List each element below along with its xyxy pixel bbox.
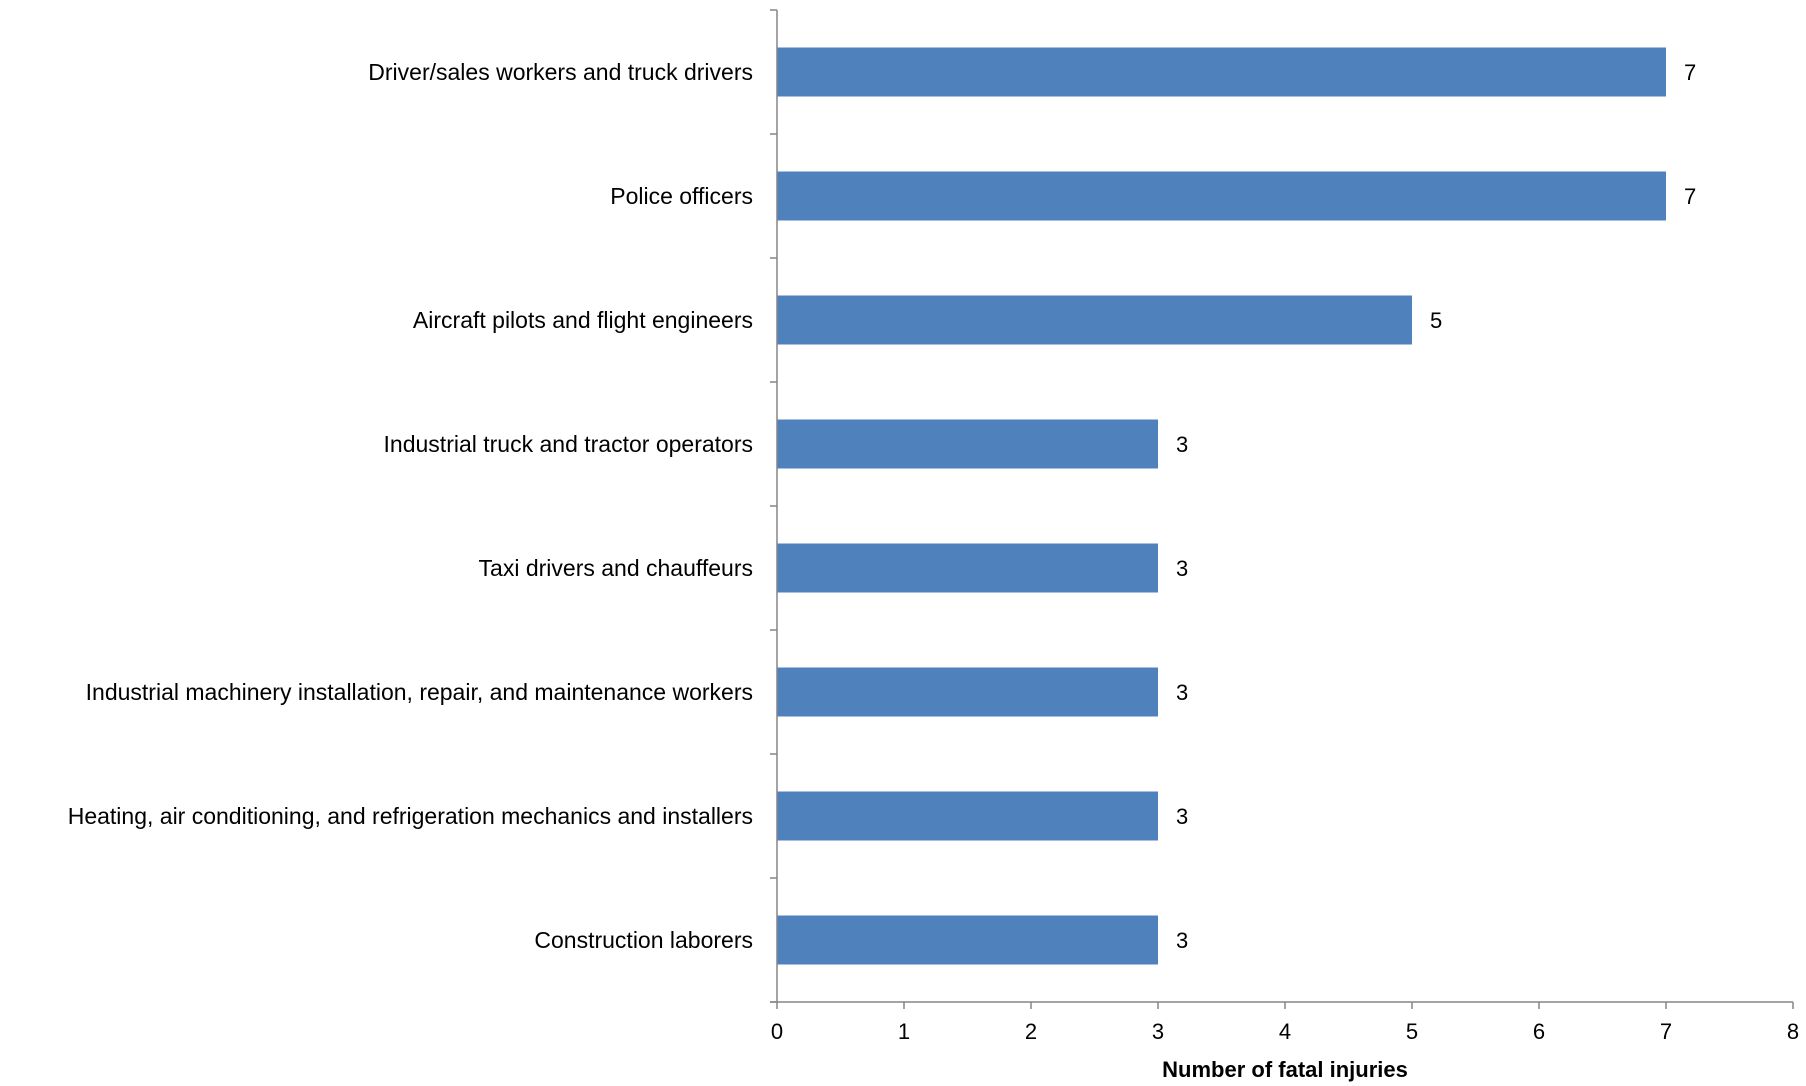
- bar-3: [777, 419, 1158, 469]
- bar-4: [777, 543, 1158, 593]
- x-tick-labels: 0 1 2 3 4 5 6 7 8: [771, 1019, 1799, 1044]
- data-label-3: 3: [1176, 432, 1188, 457]
- data-label-5: 3: [1176, 680, 1188, 705]
- data-label-4: 3: [1176, 556, 1188, 581]
- data-label-2: 5: [1430, 308, 1442, 333]
- category-label-4: Taxi drivers and chauffeurs: [479, 555, 753, 581]
- bar-1: [777, 171, 1666, 221]
- x-tick-label-6: 6: [1533, 1019, 1545, 1044]
- x-tick-label-3: 3: [1152, 1019, 1164, 1044]
- x-tick-label-1: 1: [898, 1019, 910, 1044]
- bar-0: [777, 47, 1666, 97]
- data-label-0: 7: [1684, 60, 1696, 85]
- x-tick-label-5: 5: [1406, 1019, 1418, 1044]
- bar-2: [777, 295, 1412, 345]
- x-tick-label-8: 8: [1787, 1019, 1799, 1044]
- data-label-7: 3: [1176, 928, 1188, 953]
- category-label-0: Driver/sales workers and truck drivers: [368, 59, 753, 85]
- x-tick-label-2: 2: [1025, 1019, 1037, 1044]
- category-label-3: Industrial truck and tractor operators: [384, 431, 753, 457]
- category-label-7: Construction laborers: [534, 927, 753, 953]
- bars-layer: [777, 47, 1666, 965]
- category-label-1: Police officers: [610, 183, 753, 209]
- x-axis-title: Number of fatal injuries: [1162, 1057, 1408, 1082]
- x-tick-label-7: 7: [1660, 1019, 1672, 1044]
- category-label-6: Heating, air conditioning, and refrigera…: [68, 803, 753, 829]
- bar-7: [777, 915, 1158, 965]
- data-label-6: 3: [1176, 804, 1188, 829]
- x-tick-label-4: 4: [1279, 1019, 1291, 1044]
- category-label-2: Aircraft pilots and flight engineers: [413, 307, 753, 333]
- x-tick-label-0: 0: [771, 1019, 783, 1044]
- axes: [770, 9, 1794, 1009]
- bar-6: [777, 791, 1158, 841]
- category-labels: Driver/sales workers and truck drivers Po…: [68, 59, 753, 953]
- category-label-5: Industrial machinery installation, repai…: [86, 679, 753, 705]
- data-label-1: 7: [1684, 184, 1696, 209]
- bar-5: [777, 667, 1158, 717]
- data-labels: 7 7 5 3 3 3 3 3: [1176, 60, 1696, 953]
